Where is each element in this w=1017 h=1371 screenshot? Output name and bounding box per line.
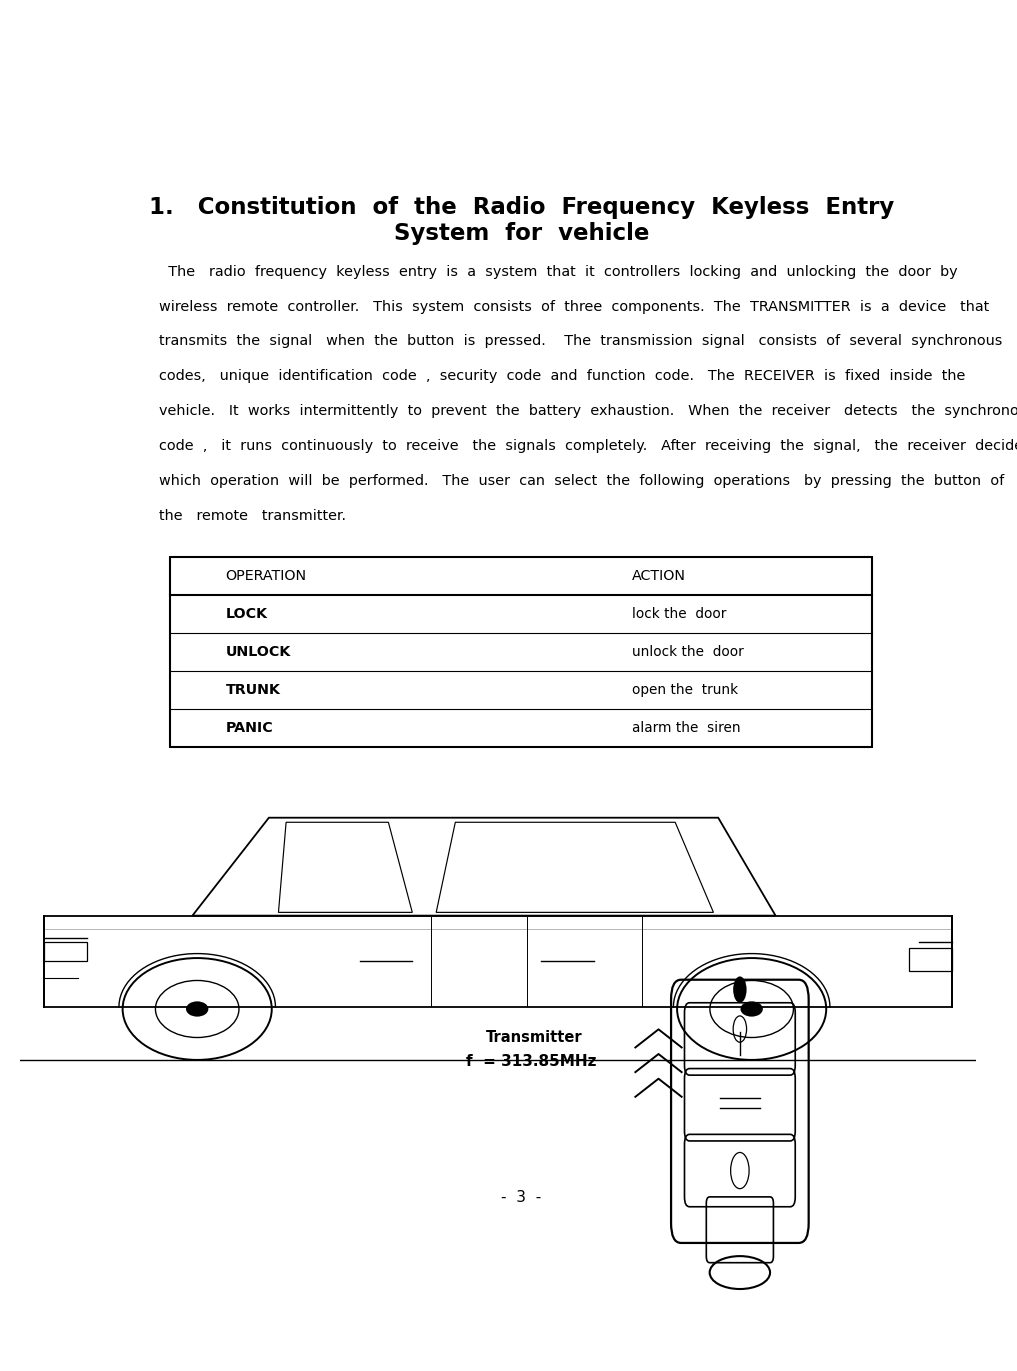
Text: -  3  -: - 3 -: [501, 1190, 541, 1205]
Text: ACTION: ACTION: [632, 569, 685, 583]
Text: OPERATION: OPERATION: [226, 569, 307, 583]
Text: f  = 313.85MHz: f = 313.85MHz: [466, 1054, 597, 1069]
Text: The   radio  frequency  keyless  entry  is  a  system  that  it  controllers  lo: The radio frequency keyless entry is a s…: [159, 265, 957, 278]
Text: 1.   Constitution  of  the  Radio  Frequency  Keyless  Entry: 1. Constitution of the Radio Frequency K…: [148, 196, 894, 219]
Text: System  for  vehicle: System for vehicle: [394, 222, 649, 244]
Text: the   remote   transmitter.: the remote transmitter.: [159, 509, 346, 522]
Text: open the  trunk: open the trunk: [632, 683, 737, 698]
Text: PANIC: PANIC: [226, 721, 274, 735]
Text: which  operation  will  be  performed.   The  user  can  select  the  following : which operation will be performed. The u…: [159, 474, 1004, 488]
Text: vehicle.   It  works  intermittently  to  prevent  the  battery  exhaustion.   W: vehicle. It works intermittently to prev…: [159, 404, 1017, 418]
Text: codes,   unique  identification  code  ,  security  code  and  function  code.  : codes, unique identification code , secu…: [159, 369, 965, 384]
Text: code  ,   it  runs  continuously  to  receive   the  signals  completely.   Afte: code , it runs continuously to receive t…: [159, 439, 1017, 452]
Circle shape: [740, 1001, 763, 1017]
Circle shape: [733, 976, 746, 1002]
Text: wireless  remote  controller.   This  system  consists  of  three  components.  : wireless remote controller. This system …: [159, 300, 989, 314]
Text: UNLOCK: UNLOCK: [226, 646, 291, 659]
Text: LOCK: LOCK: [226, 607, 267, 621]
Text: alarm the  siren: alarm the siren: [632, 721, 740, 735]
Text: TRUNK: TRUNK: [226, 683, 281, 698]
Text: unlock the  door: unlock the door: [632, 646, 743, 659]
Text: Transmitter: Transmitter: [486, 1030, 583, 1045]
Text: lock the  door: lock the door: [632, 607, 726, 621]
Bar: [171, 557, 872, 747]
Text: transmits  the  signal   when  the  button  is  pressed.    The  transmission  s: transmits the signal when the button is …: [159, 335, 1002, 348]
Circle shape: [186, 1001, 208, 1017]
